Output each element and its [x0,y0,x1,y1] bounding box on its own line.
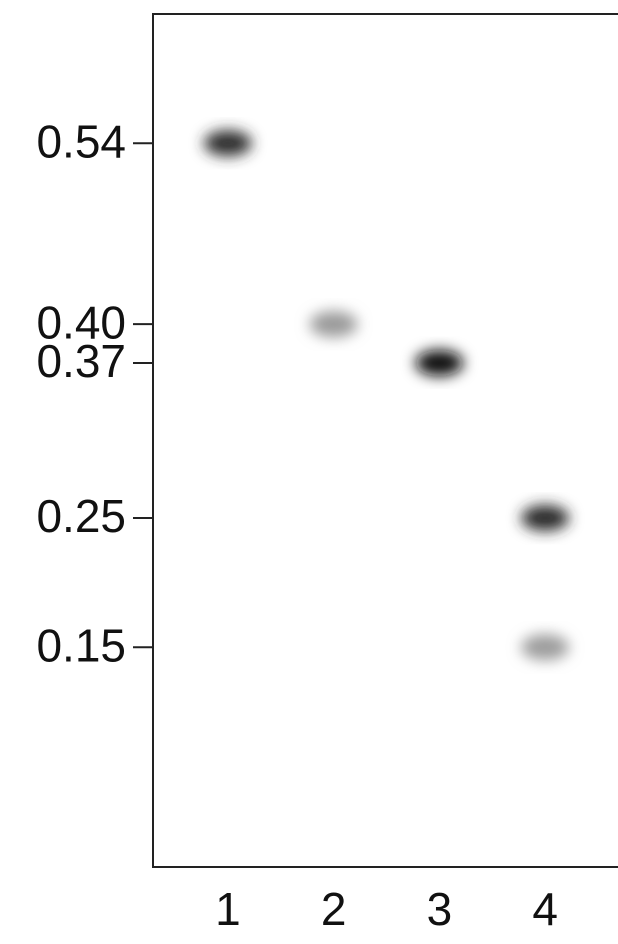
x-tick-label: 4 [532,883,558,935]
y-tick-label: 0.37 [36,335,126,387]
x-tick-label: 3 [427,883,453,935]
x-tick-label: 2 [321,883,347,935]
spot [310,311,358,337]
y-tick-label: 0.54 [36,115,126,167]
chart: 0.540.400.370.250.151234 [0,0,618,939]
spot [521,634,569,660]
y-tick-label: 0.15 [36,619,126,671]
y-tick-label: 0.25 [36,490,126,542]
spot [204,130,252,156]
spot [521,505,569,531]
spot [415,350,463,376]
x-tick-label: 1 [215,883,241,935]
